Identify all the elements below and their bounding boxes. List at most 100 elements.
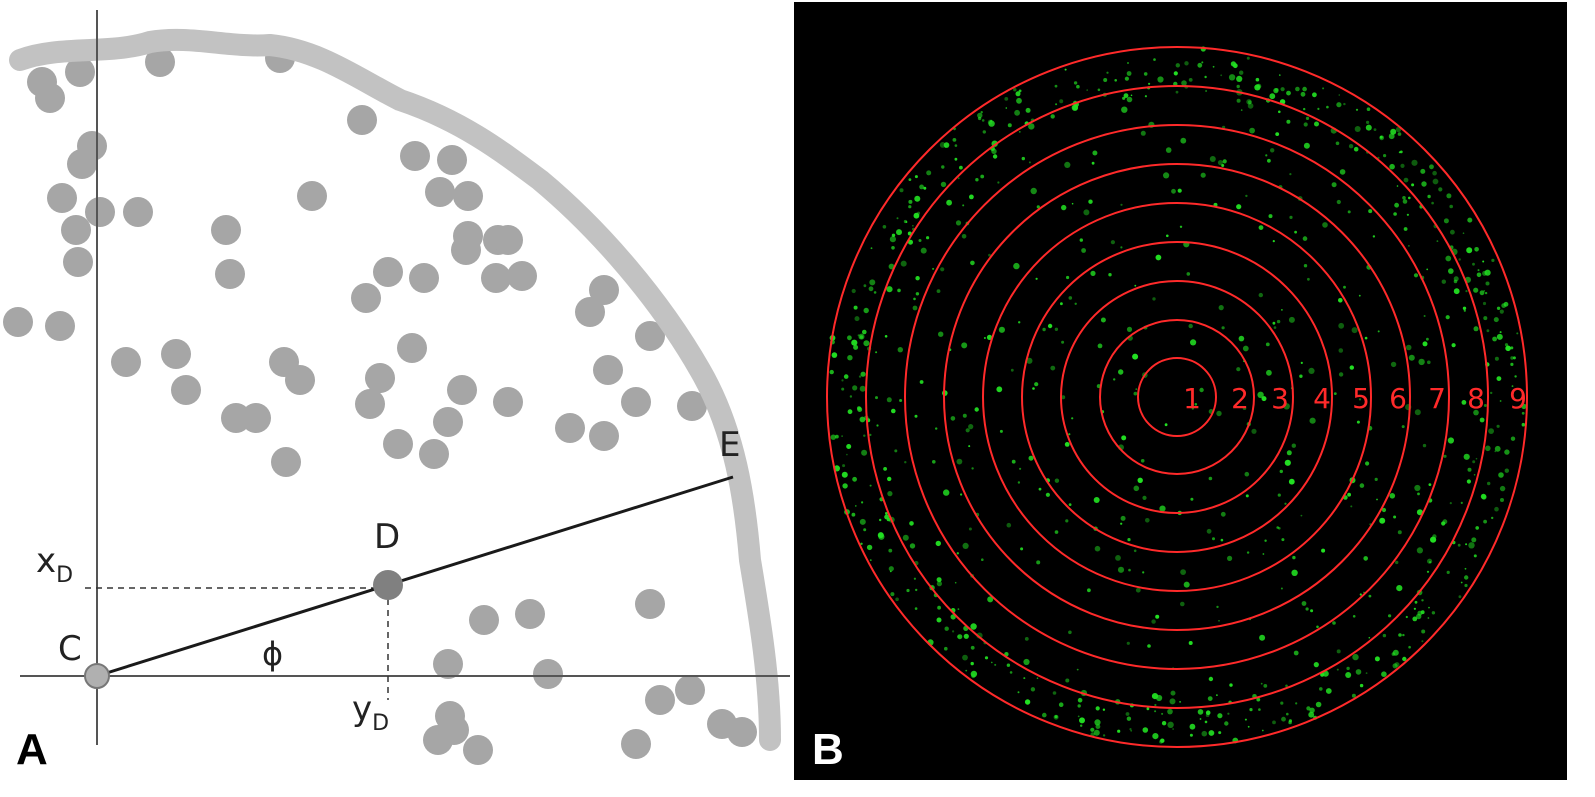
- spot: [1338, 322, 1345, 329]
- spot: [956, 552, 959, 555]
- spot: [986, 334, 993, 340]
- spot: [851, 288, 856, 294]
- spot: [1016, 97, 1022, 104]
- spot: [896, 217, 899, 220]
- spot: [1457, 543, 1461, 547]
- spot: [1390, 361, 1397, 368]
- spot: [1236, 98, 1241, 103]
- spot: [1004, 97, 1009, 101]
- spot: [1322, 222, 1328, 228]
- spot: [1205, 710, 1211, 715]
- spot: [835, 434, 839, 439]
- spot: [863, 284, 867, 288]
- spot: [1220, 74, 1223, 77]
- spot: [965, 428, 970, 433]
- spot: [1217, 713, 1223, 719]
- spot: [936, 617, 942, 623]
- spot: [926, 236, 930, 240]
- spot: [1421, 599, 1424, 602]
- spot: [1087, 588, 1091, 593]
- spot: [847, 335, 852, 341]
- spot: [883, 467, 887, 471]
- spot: [1499, 331, 1502, 334]
- spot: [830, 434, 836, 440]
- spot: [1216, 694, 1218, 696]
- spot: [1054, 715, 1058, 719]
- spot: [1117, 566, 1125, 573]
- spot: [1471, 537, 1477, 543]
- spot: [1249, 127, 1255, 134]
- cell-dot: [437, 145, 467, 175]
- spot: [914, 175, 918, 179]
- spot: [1132, 353, 1139, 360]
- spot: [968, 445, 971, 448]
- spot: [906, 588, 910, 593]
- panel-letter-b: B: [812, 725, 844, 774]
- spot: [950, 416, 956, 421]
- spot: [1227, 712, 1230, 715]
- spot: [1358, 398, 1362, 401]
- spot: [851, 339, 858, 346]
- spot: [1103, 78, 1108, 82]
- spot: [969, 194, 974, 200]
- spot: [913, 212, 920, 219]
- spot: [1165, 147, 1172, 153]
- ring-label: 6: [1389, 382, 1407, 415]
- spot: [1073, 81, 1078, 85]
- spot: [1394, 202, 1399, 208]
- spot: [1332, 621, 1336, 625]
- spot: [1239, 70, 1244, 75]
- spot: [1094, 719, 1101, 726]
- spot: [1338, 298, 1343, 303]
- spot: [1446, 570, 1450, 575]
- spot: [1461, 400, 1467, 405]
- spot: [912, 225, 914, 227]
- spot: [1154, 710, 1157, 713]
- spot: [1445, 315, 1450, 320]
- spot: [852, 385, 858, 391]
- label-angle: ϕ: [262, 635, 283, 673]
- spot: [1170, 690, 1176, 696]
- spot: [852, 476, 857, 482]
- spot: [1216, 410, 1222, 417]
- spot: [1242, 406, 1247, 411]
- spot: [1071, 202, 1074, 205]
- spot: [1336, 199, 1341, 205]
- spot: [1309, 417, 1316, 424]
- spot: [1054, 327, 1059, 331]
- spot: [1426, 337, 1429, 341]
- spot: [1464, 575, 1469, 580]
- spot: [1465, 543, 1468, 546]
- spot: [1183, 581, 1190, 588]
- spot: [1204, 75, 1207, 79]
- cell-dot: [241, 403, 271, 433]
- spot: [1173, 81, 1178, 87]
- cell-dot: [447, 375, 477, 405]
- spot: [1317, 107, 1320, 110]
- spot: [1025, 107, 1031, 113]
- spot: [899, 188, 904, 193]
- spot: [909, 521, 914, 526]
- cell-dot: [383, 429, 413, 459]
- spot: [970, 645, 975, 650]
- spot: [1030, 687, 1036, 692]
- spot: [1011, 459, 1016, 464]
- spot: [1339, 169, 1346, 175]
- cell-dot: [211, 215, 241, 245]
- cell-dot: [621, 729, 651, 759]
- spot: [1081, 248, 1086, 253]
- spot: [1028, 455, 1034, 461]
- spot: [1142, 727, 1149, 733]
- spot: [1264, 539, 1267, 542]
- spot: [1261, 396, 1267, 402]
- spot: [1463, 453, 1470, 460]
- spot: [1453, 276, 1459, 282]
- spot: [1510, 356, 1514, 360]
- spot: [1356, 420, 1360, 424]
- spot: [1494, 445, 1501, 452]
- spot: [882, 225, 887, 229]
- spot: [1077, 697, 1083, 703]
- spot: [846, 453, 848, 456]
- spot: [1472, 460, 1476, 464]
- cell-dot: [297, 181, 327, 211]
